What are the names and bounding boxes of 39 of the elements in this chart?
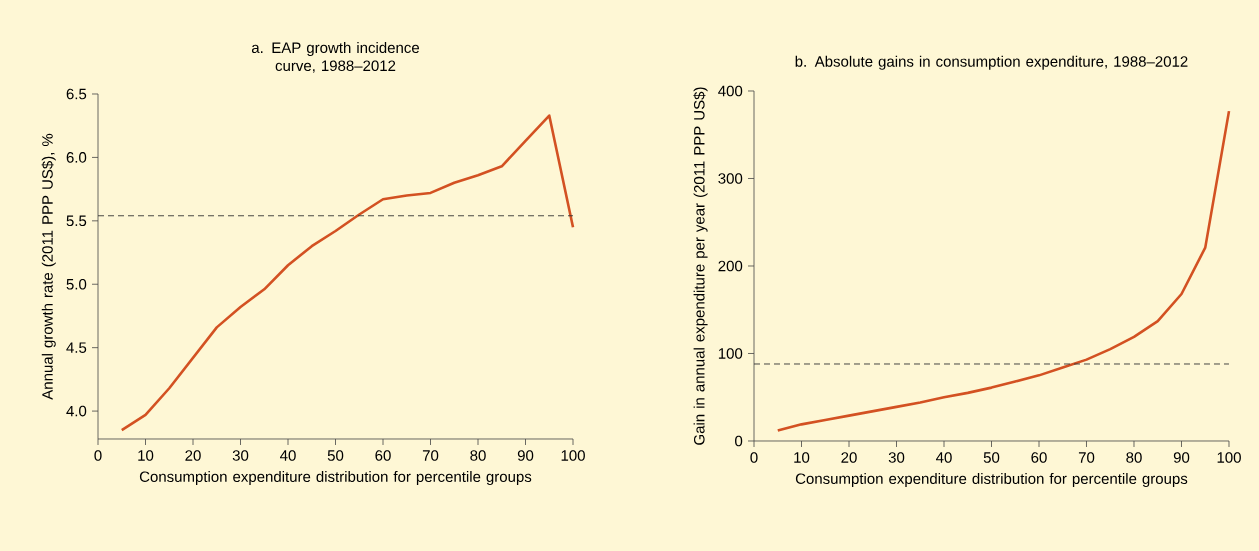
x-tick-label: 60 <box>1031 452 1047 463</box>
x-tick-label: 70 <box>422 450 439 461</box>
x-tick-label: 20 <box>185 450 201 461</box>
x-tick-label: 0 <box>750 452 758 463</box>
x-tick-label: 40 <box>936 452 952 463</box>
x-tick-label: 0 <box>94 450 102 461</box>
x-tick-label: 40 <box>280 450 296 461</box>
y-tick-label: 0 <box>735 435 743 447</box>
x-tick-label: 80 <box>1126 452 1142 463</box>
x-tick-label: 90 <box>517 450 534 461</box>
x-tick-label: 60 <box>375 450 391 461</box>
x-tick-label: 100 <box>1217 452 1241 463</box>
y-tick-label: 400 <box>718 85 743 97</box>
y-tick-label: 6.5 <box>66 88 87 100</box>
y-tick-label: 6.0 <box>66 152 87 163</box>
chart-title: b. Absolute gains in consumption expenditure, 1988–2012 <box>795 55 1188 70</box>
y-tick-label: 300 <box>718 173 743 184</box>
x-tick-label: 100 <box>561 450 585 461</box>
y-tick-label: 200 <box>718 260 743 272</box>
x-tick-label: 30 <box>888 452 905 463</box>
x-tick-label: 50 <box>327 450 344 461</box>
y-tick-label: 4.0 <box>66 405 87 417</box>
chart-title: a. EAP growth incidence curve, 1988–2012 <box>251 42 420 73</box>
x-tick-label: 90 <box>1173 452 1190 463</box>
x-tick-label: 30 <box>232 450 249 461</box>
y-tick-label: 5.5 <box>66 215 87 227</box>
x-tick-label: 70 <box>1078 452 1095 463</box>
x-tick-label: 10 <box>794 452 810 463</box>
x-axis-title: Consumption expenditure distribution for percentile groups <box>139 471 532 485</box>
x-tick-label: 50 <box>983 452 1000 463</box>
x-tick-label: 20 <box>841 452 857 463</box>
y-tick-label: 4.5 <box>66 342 87 353</box>
x-axis-title: Consumption expenditure distribution for percentile groups <box>795 473 1188 487</box>
y-axis-title: Annual growth rate (2011 PPP US$), % <box>41 133 56 400</box>
x-tick-label: 10 <box>138 450 154 461</box>
x-tick-label: 80 <box>470 450 486 461</box>
y-tick-label: 100 <box>718 348 743 359</box>
y-tick-label: 5.0 <box>66 278 87 290</box>
y-axis-title: Gain in annual expenditure per year (2011 PPP US$) <box>693 87 708 445</box>
